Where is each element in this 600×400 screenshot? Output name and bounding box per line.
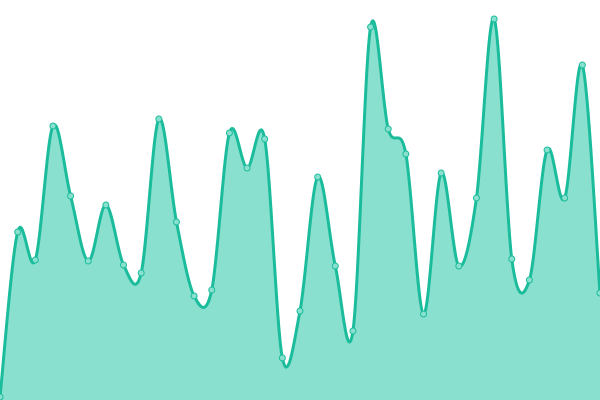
data-point-26 [455, 262, 463, 270]
data-point-27 [472, 194, 480, 202]
data-point-13 [225, 129, 233, 137]
data-point-24 [420, 310, 428, 318]
data-point-31 [543, 146, 551, 154]
data-point-21 [367, 23, 375, 31]
data-points [0, 15, 600, 400]
data-point-4 [67, 192, 75, 200]
data-point-12 [208, 286, 216, 294]
data-point-8 [137, 269, 145, 277]
data-point-28 [490, 15, 498, 23]
data-point-9 [155, 115, 163, 123]
area-fill [0, 18, 600, 400]
data-point-1 [14, 228, 22, 236]
data-point-30 [525, 276, 533, 284]
data-point-2 [31, 256, 39, 264]
data-point-34 [596, 289, 600, 297]
data-point-20 [349, 327, 357, 335]
data-point-10 [172, 218, 180, 226]
data-point-25 [437, 169, 445, 177]
data-point-7 [120, 261, 128, 269]
data-point-18 [314, 173, 322, 181]
data-point-33 [578, 61, 586, 69]
data-point-19 [331, 262, 339, 270]
data-point-11 [190, 292, 198, 300]
data-point-15 [261, 135, 269, 143]
data-point-6 [102, 201, 110, 209]
data-point-22 [384, 125, 392, 133]
data-point-16 [278, 354, 286, 362]
data-point-14 [243, 164, 251, 172]
data-point-23 [402, 150, 410, 158]
data-point-3 [49, 122, 57, 130]
data-point-0 [0, 393, 4, 400]
data-point-5 [84, 257, 92, 265]
data-point-29 [508, 255, 516, 263]
data-point-17 [296, 307, 304, 315]
data-point-32 [561, 194, 569, 202]
